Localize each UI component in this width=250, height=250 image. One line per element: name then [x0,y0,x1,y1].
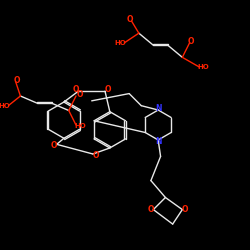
Text: HO: HO [114,40,126,46]
Text: HO: HO [198,64,209,70]
Text: O: O [50,141,57,150]
Text: HO: HO [0,103,10,109]
Text: N: N [155,104,162,113]
Text: O: O [182,205,188,214]
Text: HO: HO [74,123,86,129]
Text: O: O [72,86,79,94]
Text: O: O [188,37,194,46]
Text: N: N [155,137,162,146]
Text: O: O [76,90,83,99]
Text: O: O [92,152,99,160]
Text: O: O [127,15,134,24]
Text: O: O [147,205,154,214]
Text: O: O [105,86,111,94]
Text: O: O [14,76,20,85]
